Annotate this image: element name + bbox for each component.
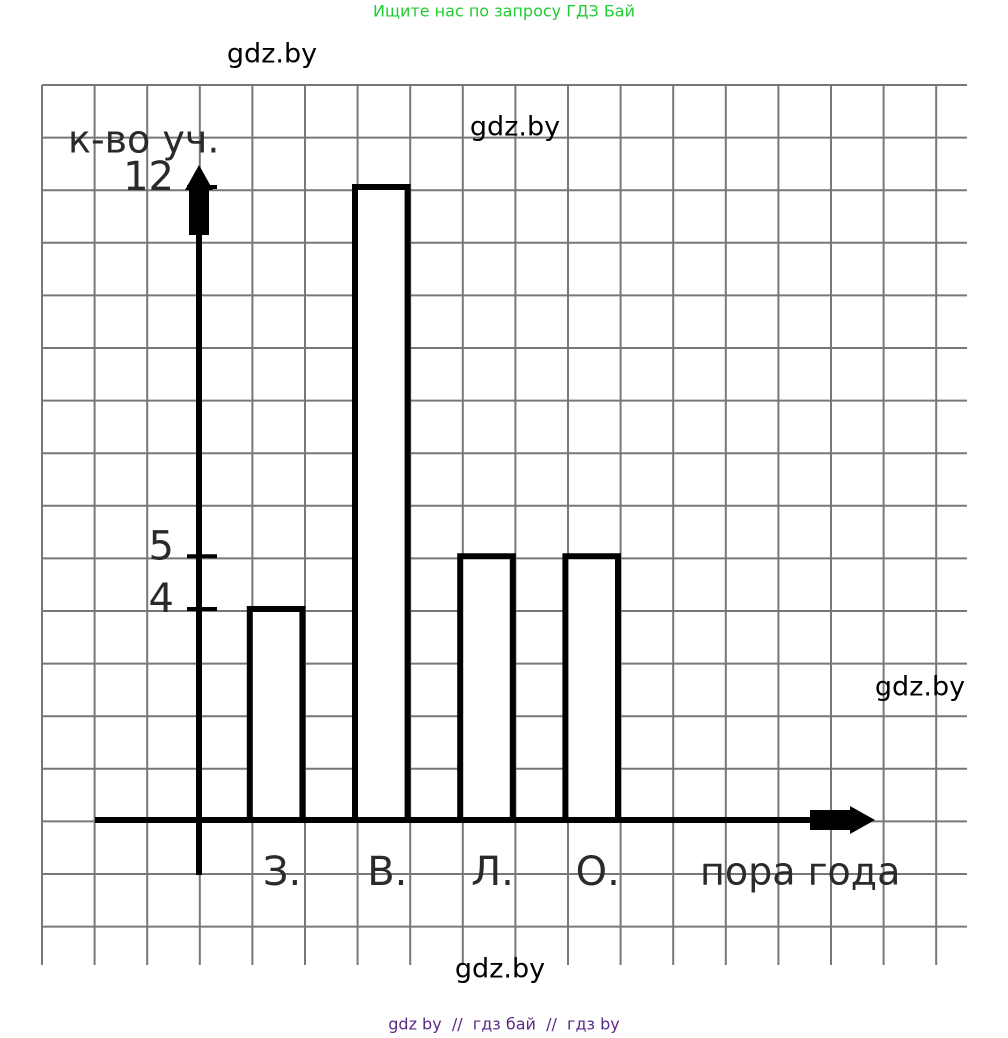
bar — [246, 606, 306, 823]
y-tick-label: 5 — [149, 523, 174, 569]
bar — [352, 184, 411, 823]
bar — [562, 553, 622, 823]
watermark: gdz.by — [227, 39, 317, 70]
x-tick-label: О. — [576, 849, 620, 895]
header: Ищите нас по запросу ГДЗ Бай — [373, 2, 635, 21]
watermark: gdz.by — [455, 954, 545, 985]
bar — [457, 553, 516, 823]
watermark: gdz.by — [875, 672, 965, 703]
x-axis-arrow — [810, 806, 875, 834]
x-tick-label: З. — [263, 849, 301, 895]
x-axis-label: пора года — [700, 850, 900, 894]
y-tick-label: 12 — [123, 154, 174, 200]
watermark: gdz.by — [470, 112, 560, 143]
y-axis-label: к-во уч. — [68, 118, 219, 162]
footer: gdz by // гдз бай // гдз by — [388, 1015, 620, 1034]
x-tick-label: Л. — [471, 849, 514, 895]
x-tick-label: В. — [367, 849, 407, 895]
graph-paper — [41, 84, 967, 965]
y-tick-label: 4 — [149, 576, 174, 622]
y-axis-arrow — [185, 165, 213, 235]
